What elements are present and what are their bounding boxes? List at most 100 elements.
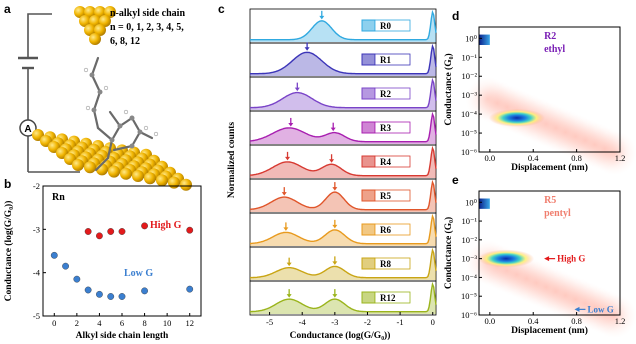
gold-atom bbox=[156, 174, 168, 187]
panel-b-label: b bbox=[4, 177, 11, 191]
gold-atom bbox=[84, 6, 96, 18]
heatmap-cloud bbox=[592, 131, 636, 176]
gold-atom bbox=[79, 15, 91, 27]
histogram-line bbox=[250, 247, 437, 279]
legend-box bbox=[374, 121, 411, 134]
legend-swatch bbox=[361, 257, 376, 270]
low-g-point bbox=[118, 293, 126, 300]
y-tick-label: -2 bbox=[33, 181, 40, 191]
arrow-head bbox=[574, 306, 580, 312]
histogram-fill bbox=[250, 284, 436, 314]
gold-atom bbox=[104, 6, 116, 18]
plot-frame bbox=[478, 26, 621, 153]
arrow-head bbox=[294, 87, 300, 92]
legend-swatch bbox=[361, 53, 376, 66]
gold-substrate bbox=[32, 129, 192, 191]
low-g-point bbox=[141, 287, 148, 295]
y-tick-label: 10⁻³ bbox=[461, 90, 477, 100]
histogram-fill bbox=[250, 80, 436, 110]
heatmap-xlabel: Displacement (nm) bbox=[511, 162, 588, 173]
legend-swatch bbox=[361, 189, 376, 202]
panel-e: e 0.0 0.4 0.8 1.2 10⁰ 10⁻¹ 10⁻² 10⁻³ 10⁻⁴ 10⁻⁵ 10⁻… bbox=[443, 173, 636, 339]
plot-b-xlabel: Alkyl side chain length bbox=[76, 331, 169, 341]
arrow-head bbox=[330, 127, 336, 132]
high-g-point bbox=[84, 228, 92, 235]
histogram-row-R1: R1 bbox=[249, 42, 437, 78]
arrow-head bbox=[281, 192, 287, 196]
legend-label: R1 bbox=[380, 55, 391, 65]
x-tick-label: 10 bbox=[163, 318, 172, 328]
gold-atom bbox=[94, 24, 106, 36]
panel-c: c R0 R1 R2 R3 R4 R5 R6 R8 R12 -5 -4 -3 -2 -1 0 Conduc… bbox=[218, 2, 437, 341]
histogram-fill bbox=[250, 250, 436, 280]
gold-atom bbox=[168, 176, 180, 189]
gold-atom bbox=[132, 170, 144, 182]
arrow-head bbox=[332, 224, 338, 229]
legend-label: R12 bbox=[380, 293, 396, 303]
y-tick-label: 10⁻⁵ bbox=[461, 128, 477, 138]
high-g-point bbox=[118, 228, 126, 235]
gold-atom bbox=[144, 172, 156, 185]
y-tick-label: 10⁻⁵ bbox=[461, 291, 477, 301]
x-tick-label: 0.0 bbox=[485, 153, 496, 163]
y-tick-label: 10⁻⁶ bbox=[461, 310, 477, 320]
low-g-point bbox=[50, 251, 58, 259]
low-g-point bbox=[84, 286, 92, 294]
ammeter-icon bbox=[19, 119, 37, 137]
y-tick-label: 10⁻² bbox=[461, 71, 477, 81]
molecule-atoms bbox=[89, 72, 143, 149]
histogram-row-R0: R0 bbox=[249, 8, 437, 44]
caption-line-2: n = 0, 1, 2, 3, 4, 5, bbox=[110, 22, 184, 33]
arrow-head bbox=[304, 47, 310, 51]
arrow-head bbox=[286, 262, 292, 267]
plateau-band bbox=[479, 198, 490, 209]
low-g-point bbox=[96, 290, 103, 298]
low-g-point bbox=[62, 262, 69, 270]
histogram-row-R3: R3 bbox=[249, 110, 437, 146]
heatmap-ylabel: Conductance (G₀) bbox=[443, 53, 454, 125]
y-tick-label: 10⁻⁶ bbox=[461, 147, 477, 157]
histogram-row-R12: R12 bbox=[249, 280, 437, 316]
plot-c-ylabel: Normalized counts bbox=[227, 122, 237, 199]
arrow-head bbox=[286, 294, 292, 298]
y-tick-label: 10⁰ bbox=[465, 33, 478, 43]
heatmap-cloud bbox=[592, 294, 636, 339]
legend-label: R5 bbox=[380, 191, 391, 201]
y-tick-label: 10⁻³ bbox=[461, 254, 477, 264]
x-tick-label: -5 bbox=[266, 317, 273, 327]
annotation-label: Low G bbox=[587, 304, 613, 314]
gold-atom bbox=[74, 6, 86, 18]
histogram-line bbox=[249, 77, 437, 109]
x-tick-label: 0.4 bbox=[528, 153, 539, 163]
histogram-fill bbox=[250, 46, 436, 76]
histogram-fill bbox=[250, 182, 436, 212]
x-tick-label: 0.0 bbox=[485, 316, 496, 326]
gold-atom bbox=[89, 15, 101, 27]
legend-label: R8 bbox=[380, 259, 391, 269]
plateau-band bbox=[479, 34, 490, 45]
hot-spot bbox=[478, 249, 535, 268]
legend-label: R3 bbox=[380, 123, 391, 133]
x-tick-label: 0 bbox=[52, 318, 56, 328]
x-tick-label: 12 bbox=[185, 318, 194, 328]
gold-atom bbox=[84, 161, 96, 174]
low-g-point bbox=[73, 275, 81, 283]
histogram-row-R8: R8 bbox=[249, 246, 437, 282]
histogram-fill bbox=[250, 148, 436, 178]
arrow-head bbox=[332, 187, 338, 191]
histogram-row-R6: R6 bbox=[249, 212, 437, 248]
heatmap-ylabel: Conductance (G₀) bbox=[443, 217, 454, 289]
legend-box bbox=[374, 257, 411, 270]
legend-box bbox=[374, 291, 411, 304]
legend-label: R2 bbox=[380, 89, 391, 99]
heatmap-subtitle: pentyl bbox=[544, 208, 571, 219]
legend-low-g: Low G bbox=[124, 268, 153, 279]
panel-c-label: c bbox=[218, 2, 225, 16]
histogram-fill bbox=[250, 216, 436, 246]
x-tick-label: -1 bbox=[397, 317, 404, 327]
high-g-point bbox=[186, 226, 194, 234]
panel-d: d 0.0 0.4 0.8 1.2 10⁰ 10⁻¹ 10⁻² 10⁻³ 10⁻⁴ 10⁻⁵ 10⁻… bbox=[443, 9, 636, 176]
gold-atom bbox=[89, 33, 101, 45]
histogram-row-R5: R5 bbox=[249, 178, 437, 214]
arrow-head bbox=[288, 122, 294, 127]
